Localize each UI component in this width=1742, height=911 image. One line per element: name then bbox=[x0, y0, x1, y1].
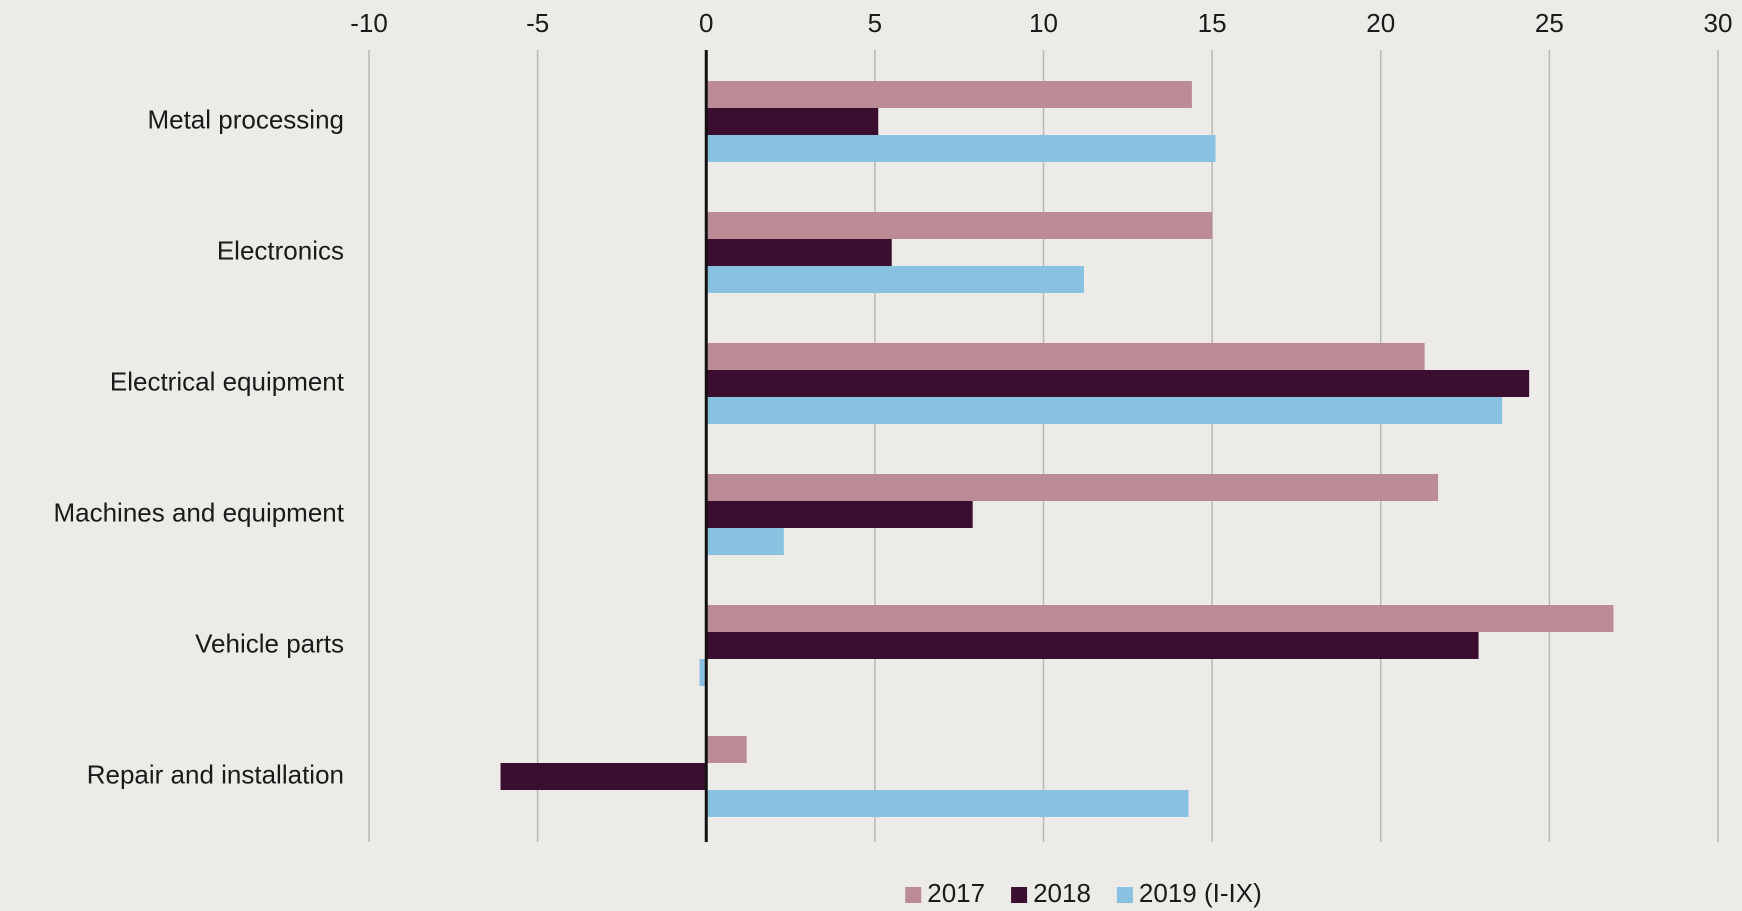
category-label: Electrical equipment bbox=[110, 366, 345, 396]
legend-label: 2019 (I-IX) bbox=[1139, 878, 1262, 908]
bar bbox=[706, 343, 1425, 370]
x-tick-label: 20 bbox=[1366, 8, 1395, 38]
legend-label: 2018 bbox=[1033, 878, 1091, 908]
bar bbox=[706, 605, 1614, 632]
bar bbox=[706, 370, 1530, 397]
category-label: Repair and installation bbox=[87, 759, 344, 789]
bar bbox=[706, 108, 879, 135]
x-tick-label: 15 bbox=[1198, 8, 1227, 38]
bar bbox=[706, 397, 1503, 424]
legend-swatch bbox=[905, 887, 922, 903]
bar bbox=[706, 239, 892, 266]
bar bbox=[706, 501, 973, 528]
bar bbox=[706, 632, 1479, 659]
legend-label: 2017 bbox=[927, 878, 985, 908]
legend-swatch bbox=[1116, 887, 1133, 903]
legend-swatch bbox=[1011, 887, 1028, 903]
x-tick-label: 25 bbox=[1535, 8, 1564, 38]
category-label: Electronics bbox=[217, 235, 344, 265]
bar bbox=[706, 81, 1192, 108]
category-label: Vehicle parts bbox=[195, 628, 344, 658]
bar bbox=[706, 135, 1216, 162]
x-tick-label: 30 bbox=[1704, 8, 1733, 38]
x-tick-label: 10 bbox=[1029, 8, 1058, 38]
category-label: Metal processing bbox=[147, 104, 344, 134]
bar bbox=[699, 659, 707, 686]
bar bbox=[500, 763, 707, 790]
x-tick-label: 0 bbox=[699, 8, 713, 38]
x-tick-label: 5 bbox=[868, 8, 882, 38]
bar bbox=[706, 212, 1213, 239]
bar bbox=[706, 528, 784, 555]
bar bbox=[706, 266, 1084, 293]
bar bbox=[706, 474, 1439, 501]
x-tick-label: -5 bbox=[526, 8, 549, 38]
category-label: Machines and equipment bbox=[53, 497, 344, 527]
bar bbox=[706, 790, 1189, 817]
bar bbox=[706, 736, 747, 763]
x-tick-label: -10 bbox=[350, 8, 388, 38]
